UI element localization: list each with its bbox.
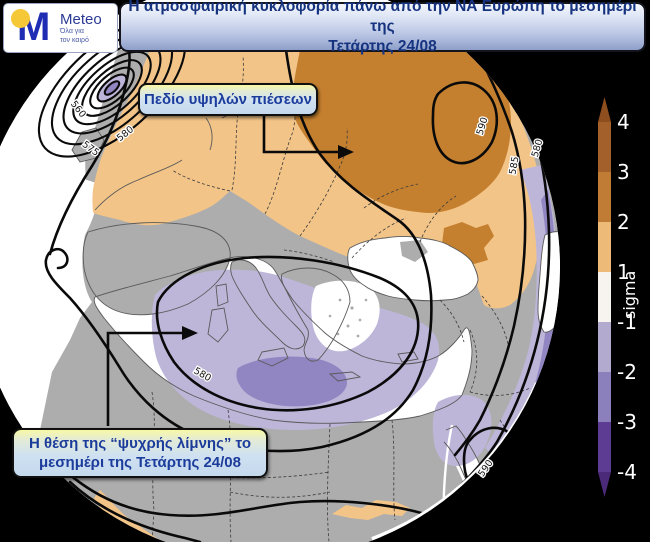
colorbar-tick: -3 (617, 410, 637, 434)
high-pressure-callout: Πεδίο υψηλών πιέσεων (138, 83, 318, 116)
title-banner: Η ατμοσφαιρική κυκλοφορία πάνω από την Ν… (119, 2, 646, 52)
colorbar-tick: -2 (617, 360, 637, 384)
logo-tagline-line2: τον καιρό (60, 37, 102, 45)
colorbar-segment (598, 122, 611, 172)
logo-mark: M (4, 5, 56, 51)
weather-map-figure: 560575580580590585580590 4321-1-2-3-4sig… (0, 0, 650, 542)
logo-brand: Meteo (60, 11, 102, 28)
colorbar-segment (598, 372, 611, 422)
colorbar-segment (598, 322, 611, 372)
colorbar-segment (598, 272, 611, 322)
title-line2: Τετάρτης 24/08 (121, 37, 644, 57)
logo-sun-icon (11, 9, 30, 28)
colorbar-tick: 2 (617, 210, 630, 234)
colorbar-tick: -4 (617, 460, 637, 484)
high-pressure-callout-text: Πεδίο υψηλών πιέσεων (140, 90, 316, 110)
colorbar-segment (598, 222, 611, 272)
colorbar-segment (598, 422, 611, 472)
colorbar-tick: 3 (617, 160, 630, 184)
cold-lake-callout-line1: Η θέση της “ψυχρής λίμνης” το (14, 434, 266, 454)
colorbar-tick: 4 (617, 110, 630, 134)
meteo-logo: M Meteo Όλα για τον καιρό (3, 3, 118, 53)
cold-lake-callout-line2: μεσημέρι της Τετάρτης 24/08 (14, 453, 266, 473)
colorbar-title: sigma (620, 271, 639, 319)
title-line1: Η ατμοσφαιρική κυκλοφορία πάνω από την Ν… (121, 0, 644, 37)
cold-lake-callout: Η θέση της “ψυχρής λίμνης” το μεσημέρι τ… (12, 428, 268, 478)
logo-tagline-line1: Όλα για (60, 28, 102, 36)
colorbar-segment (598, 172, 611, 222)
